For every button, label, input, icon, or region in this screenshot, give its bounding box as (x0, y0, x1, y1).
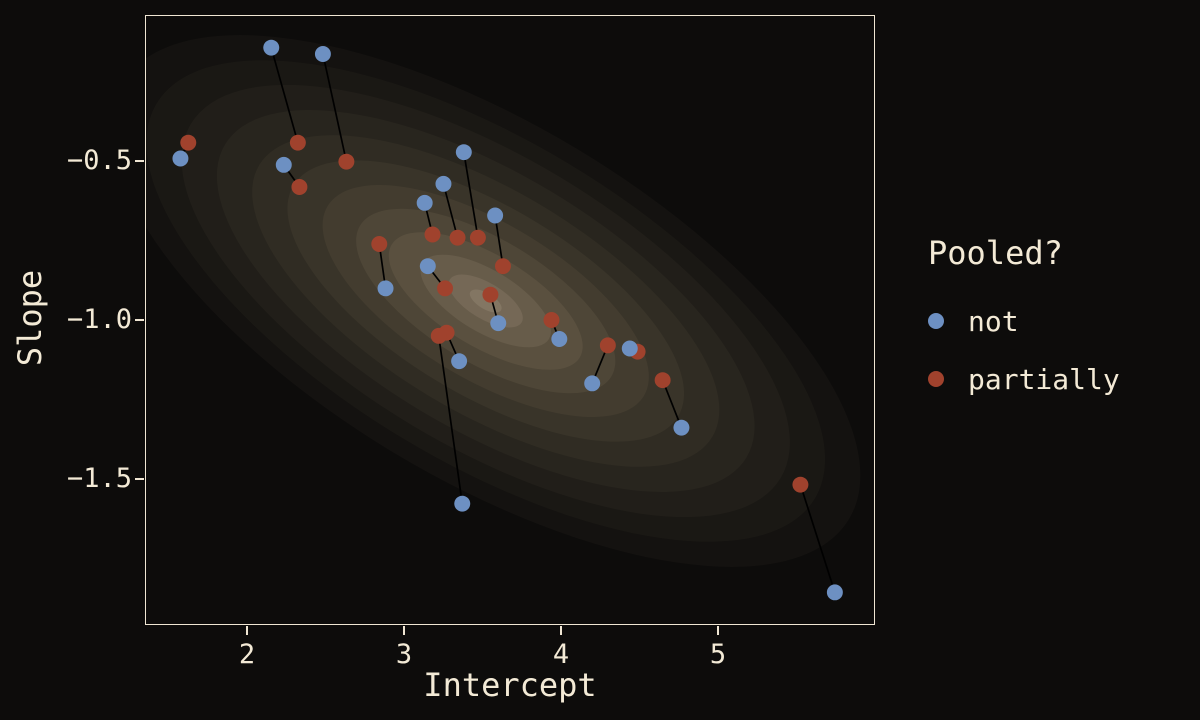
x-tick-label: 2 (238, 639, 256, 670)
shrinkage-line (270, 47, 299, 143)
point-not (826, 584, 843, 601)
x-tick-mark (560, 626, 563, 635)
point-not (490, 315, 507, 332)
point-partially (599, 337, 616, 354)
point-not (454, 495, 471, 512)
point-not (673, 419, 690, 436)
point-not (621, 340, 638, 357)
point-not (275, 156, 292, 173)
point-not (377, 280, 394, 297)
plot-canvas (146, 35, 861, 601)
point-not (172, 150, 189, 167)
point-partially (289, 134, 306, 151)
legend-label-not: not (968, 304, 1019, 338)
point-partially (424, 226, 441, 243)
point-partially (371, 236, 388, 252)
point-partially (338, 153, 355, 170)
point-not (419, 258, 436, 275)
point-partially (180, 134, 197, 151)
x-tick-label: 5 (709, 639, 727, 670)
legend-title: Pooled? (928, 234, 1063, 272)
x-tick-mark (246, 626, 249, 635)
point-partially (430, 327, 447, 344)
point-partially (543, 312, 560, 328)
y-tick-mark (135, 319, 144, 321)
point-partially (654, 372, 671, 389)
point-partially (437, 280, 454, 297)
y-tick-label: −1.5 (66, 462, 132, 494)
plot-panel (145, 15, 875, 625)
point-partially (482, 286, 499, 303)
point-not (263, 39, 280, 56)
point-not (487, 207, 504, 224)
y-tick-label: −1.0 (66, 304, 132, 335)
legend-item-partially: partially (928, 362, 1120, 396)
point-not (455, 144, 472, 161)
y-tick-mark (135, 477, 144, 480)
legend-dot-partially-icon (928, 371, 944, 387)
point-not (314, 46, 331, 62)
x-axis-title: Intercept (423, 666, 597, 704)
point-not (416, 194, 433, 211)
x-tick-label: 3 (395, 639, 413, 670)
point-not (584, 375, 601, 392)
point-not (551, 331, 568, 347)
x-tick-mark (403, 626, 406, 635)
shrinkage-line (322, 53, 348, 162)
y-tick-label: −0.5 (66, 145, 132, 177)
shrinkage-line (462, 152, 479, 238)
shrinkage-line (494, 215, 504, 267)
point-partially (449, 229, 466, 246)
x-tick-mark (717, 626, 719, 635)
shrinkage-line (442, 183, 459, 238)
x-tick-label: 4 (552, 639, 570, 670)
shrinkage-line (661, 379, 683, 428)
legend-dot-not-icon (928, 313, 944, 329)
point-partially (494, 258, 511, 275)
point-partially (469, 229, 486, 246)
point-partially (792, 476, 809, 493)
legend: Pooled? not partially (928, 236, 1120, 422)
shrinkage-line (437, 335, 464, 504)
legend-item-not: not (928, 304, 1120, 338)
point-not (435, 175, 452, 192)
point-not (451, 353, 468, 370)
point-partially (291, 179, 308, 195)
y-tick-mark (135, 160, 144, 163)
shrinkage-line (799, 484, 836, 593)
legend-label-partially: partially (968, 362, 1120, 396)
